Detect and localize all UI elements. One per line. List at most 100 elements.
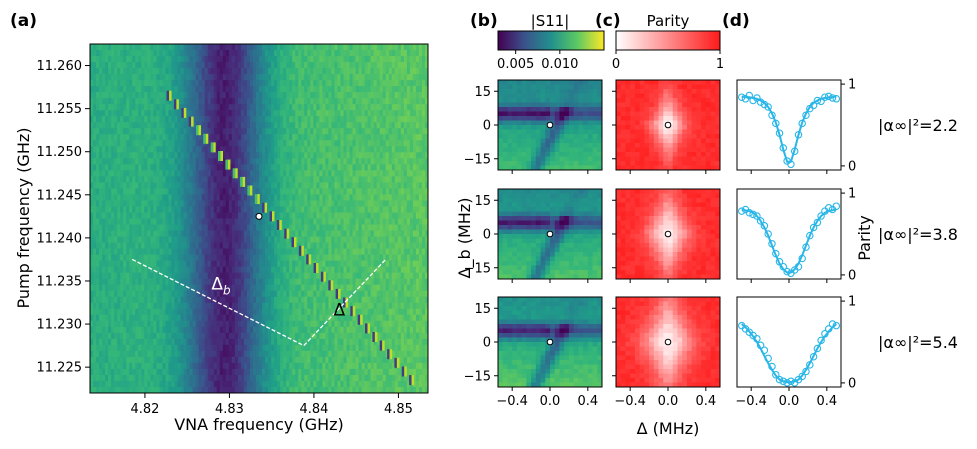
heat-cell xyxy=(289,212,293,220)
heat-cell xyxy=(421,260,426,268)
heat-cell xyxy=(289,224,293,232)
heat-cell xyxy=(123,44,127,51)
heat-cell xyxy=(138,182,142,190)
heat-cell xyxy=(249,284,254,292)
heat-cell xyxy=(280,296,284,304)
heat-cell xyxy=(379,98,384,105)
heat-cell xyxy=(406,224,411,232)
heat-cell xyxy=(90,50,94,57)
heat-cell xyxy=(174,56,179,63)
heat-cell xyxy=(90,284,94,292)
heat-cell xyxy=(249,56,254,63)
heat-cell xyxy=(394,272,399,280)
heat-cell xyxy=(343,122,348,129)
heat-cell xyxy=(189,56,194,63)
heat-cell xyxy=(316,152,320,159)
heat-cell xyxy=(219,116,224,123)
heat-cell xyxy=(195,110,200,117)
heat-cell xyxy=(240,152,245,159)
heat-cell xyxy=(90,146,94,153)
heat-cell xyxy=(391,278,396,286)
heat-cell xyxy=(180,134,185,141)
heat-cell xyxy=(99,284,103,292)
heat-cell xyxy=(135,50,139,57)
heat-cell xyxy=(105,170,109,177)
heat-cell xyxy=(322,188,326,196)
heat-cell xyxy=(382,284,387,292)
heat-cell xyxy=(397,260,402,268)
heat-cell xyxy=(201,68,206,75)
heat-cell xyxy=(153,248,157,256)
heat-cell xyxy=(313,158,317,165)
heat-cell xyxy=(183,284,188,292)
heat-cell xyxy=(343,176,348,183)
heat-cell xyxy=(394,290,399,298)
heat-cell xyxy=(316,128,320,135)
heat-cell xyxy=(225,50,230,57)
heat-cell xyxy=(216,194,221,202)
heat-cell xyxy=(102,272,106,280)
heat-cell xyxy=(213,158,218,165)
heat-cell xyxy=(400,56,405,63)
heat-cell xyxy=(361,110,366,117)
heat-cell xyxy=(262,284,266,292)
heat-cell xyxy=(93,50,97,57)
heat-cell xyxy=(316,242,320,250)
heat-cell xyxy=(337,296,342,304)
heat-cell xyxy=(376,188,381,196)
heat-cell xyxy=(96,188,100,196)
heat-cell xyxy=(298,152,302,159)
heat-cell xyxy=(159,242,164,250)
heat-cell xyxy=(322,116,326,123)
heat-cell xyxy=(90,272,94,280)
heat-cell xyxy=(325,152,330,159)
heat-cell xyxy=(222,206,227,214)
heat-cell xyxy=(265,290,269,298)
heat-cell xyxy=(304,248,308,256)
heat-cell xyxy=(126,224,130,232)
heat-cell xyxy=(406,80,411,87)
heat-cell xyxy=(322,230,326,238)
heat-cell xyxy=(159,176,164,183)
heat-cell xyxy=(310,86,314,93)
heat-cell xyxy=(117,212,121,220)
heat-cell xyxy=(379,212,384,220)
heat-cell xyxy=(382,98,387,105)
heat-cell xyxy=(114,278,118,286)
heat-cell xyxy=(319,206,323,214)
heat-cell xyxy=(255,80,260,87)
heat-cell xyxy=(144,158,148,165)
heat-cell xyxy=(171,98,176,105)
heat-cell xyxy=(400,146,405,153)
heat-cell xyxy=(204,146,209,153)
heat-cell xyxy=(370,254,375,262)
heat-cell xyxy=(153,308,157,316)
heat-cell xyxy=(388,116,393,123)
heat-cell xyxy=(102,188,106,196)
heat-cell xyxy=(198,278,203,286)
heat-cell xyxy=(340,176,345,183)
heat-cell xyxy=(222,56,227,63)
heat-cell xyxy=(379,122,384,129)
heat-cell xyxy=(231,140,236,147)
heat-cell xyxy=(180,158,185,165)
heat-cell xyxy=(108,284,112,292)
heat-cell xyxy=(361,104,366,111)
heat-cell xyxy=(268,278,272,286)
heat-cell xyxy=(135,302,139,310)
heat-cell xyxy=(265,236,269,244)
heat-cell xyxy=(222,308,227,316)
heat-cell xyxy=(403,62,408,69)
heat-cell xyxy=(96,212,100,220)
heat-cell xyxy=(177,92,182,99)
heat-cell xyxy=(255,296,260,304)
heat-cell xyxy=(364,236,369,244)
heat-cell xyxy=(265,62,269,69)
heat-cell xyxy=(99,56,103,63)
heat-cell xyxy=(141,188,145,196)
heat-cell xyxy=(370,242,375,250)
heat-cell xyxy=(364,98,369,105)
heat-cell xyxy=(361,206,366,214)
heat-cell xyxy=(165,62,170,69)
heat-cell xyxy=(186,110,191,117)
